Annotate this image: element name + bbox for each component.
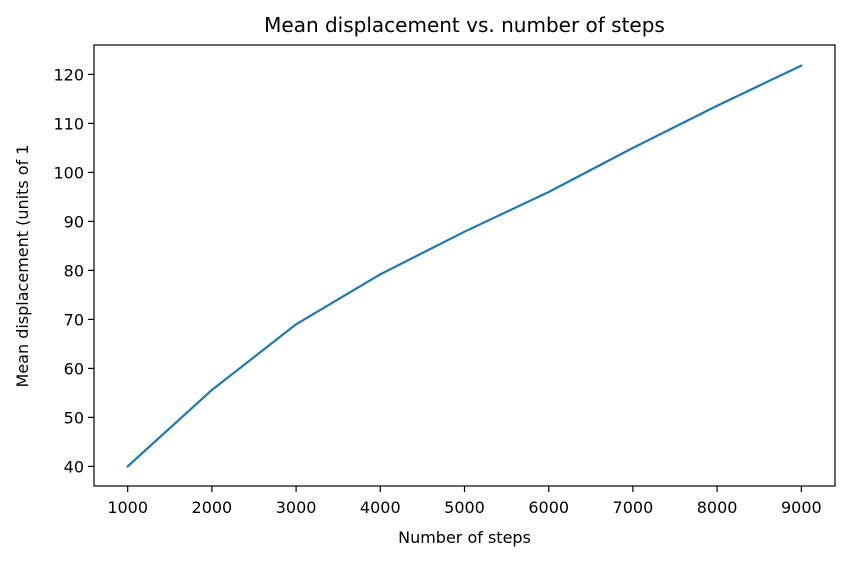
y-axis-label: Mean displacement (units of 1: [13, 145, 32, 388]
y-tick-label: 70: [64, 310, 84, 329]
y-tick-label: 40: [64, 457, 84, 476]
data-point: [295, 323, 297, 326]
chart-title: Mean displacement vs. number of steps: [264, 13, 665, 37]
y-tick-label: 60: [64, 359, 84, 378]
x-axis: 1000 2000 3000 4000 5000 6000 7000 8000 9000: [107, 486, 822, 517]
data-point: [800, 64, 803, 67]
x-tick-label: 7000: [613, 498, 654, 517]
y-tick-label: 90: [64, 212, 84, 231]
data-point: [379, 273, 382, 276]
data-point: [632, 147, 634, 149]
y-tick-label: 110: [53, 114, 84, 133]
x-tick-label: 5000: [444, 498, 485, 517]
plot-frame: [93, 44, 836, 487]
x-tick-label: 8000: [697, 498, 738, 517]
y-axis: 40 50 60 70 80 90 100 110 120: [53, 65, 94, 476]
x-tick-label: 1000: [107, 498, 148, 517]
y-tick-label: 120: [53, 65, 84, 84]
x-tick-label: 6000: [528, 498, 569, 517]
y-tick-label: 80: [64, 261, 84, 280]
data-point: [716, 104, 719, 107]
y-tick-label: 50: [64, 408, 84, 427]
y-tick-label: 100: [53, 163, 84, 182]
data-points: [126, 64, 803, 468]
x-tick-label: 3000: [276, 498, 317, 517]
x-tick-label: 4000: [360, 498, 401, 517]
x-tick-label: 2000: [192, 498, 233, 517]
x-axis-label: Number of steps: [398, 528, 531, 547]
data-point: [126, 465, 129, 468]
series-line: [126, 64, 803, 468]
data-point: [210, 389, 213, 391]
x-tick-label: 9000: [781, 498, 822, 517]
data-point: [547, 191, 550, 193]
data-point: [463, 230, 466, 233]
